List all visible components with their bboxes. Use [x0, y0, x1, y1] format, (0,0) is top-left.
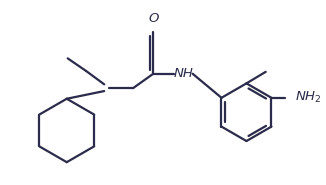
Text: NH$_2$: NH$_2$: [294, 90, 321, 105]
Text: NH: NH: [174, 67, 194, 80]
Text: O: O: [148, 12, 158, 25]
